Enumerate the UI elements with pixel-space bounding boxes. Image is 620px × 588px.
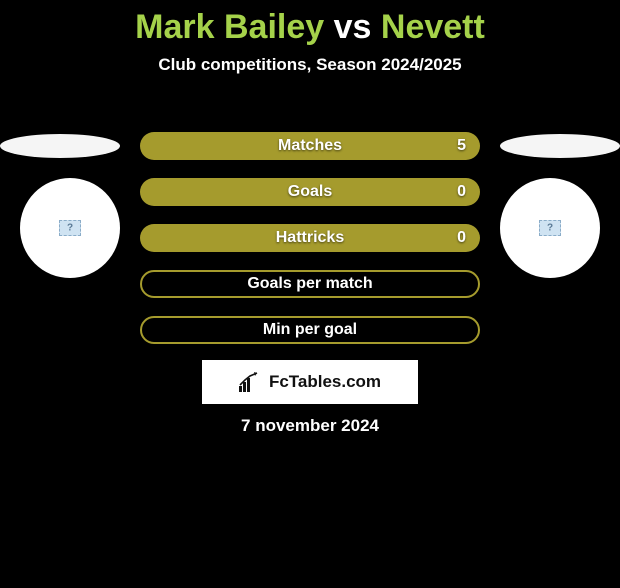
stat-label: Hattricks	[276, 229, 344, 247]
stat-row-matches: Matches 5	[140, 132, 480, 160]
subtitle: Club competitions, Season 2024/2025	[0, 55, 620, 75]
right-decor-ellipse	[500, 134, 620, 158]
stat-label: Goals per match	[247, 275, 372, 293]
stats-container: Matches 5 Goals 0 Hattricks 0 Goals per …	[140, 132, 480, 362]
stat-value: 0	[457, 183, 466, 201]
fctables-icon	[239, 372, 265, 392]
stat-row-goals-per-match: Goals per match	[140, 270, 480, 298]
player1-avatar	[20, 178, 120, 278]
stat-value: 0	[457, 229, 466, 247]
stat-row-min-per-goal: Min per goal	[140, 316, 480, 344]
stat-row-goals: Goals 0	[140, 178, 480, 206]
left-decor-ellipse	[0, 134, 120, 158]
stat-label: Min per goal	[263, 321, 357, 339]
stat-row-hattricks: Hattricks 0	[140, 224, 480, 252]
stat-label: Matches	[278, 137, 342, 155]
placeholder-image-icon	[539, 220, 561, 236]
player1-name: Mark Bailey	[135, 8, 324, 46]
branding-text: FcTables.com	[269, 372, 381, 392]
comparison-title: Mark Bailey vs Nevett	[0, 8, 620, 47]
player2-avatar	[500, 178, 600, 278]
vs-text: vs	[334, 8, 372, 46]
snapshot-date: 7 november 2024	[0, 416, 620, 436]
branding-logo: FcTables.com	[202, 360, 418, 404]
stat-value: 5	[457, 137, 466, 155]
stat-label: Goals	[288, 183, 332, 201]
placeholder-image-icon	[59, 220, 81, 236]
player2-name: Nevett	[381, 8, 485, 46]
